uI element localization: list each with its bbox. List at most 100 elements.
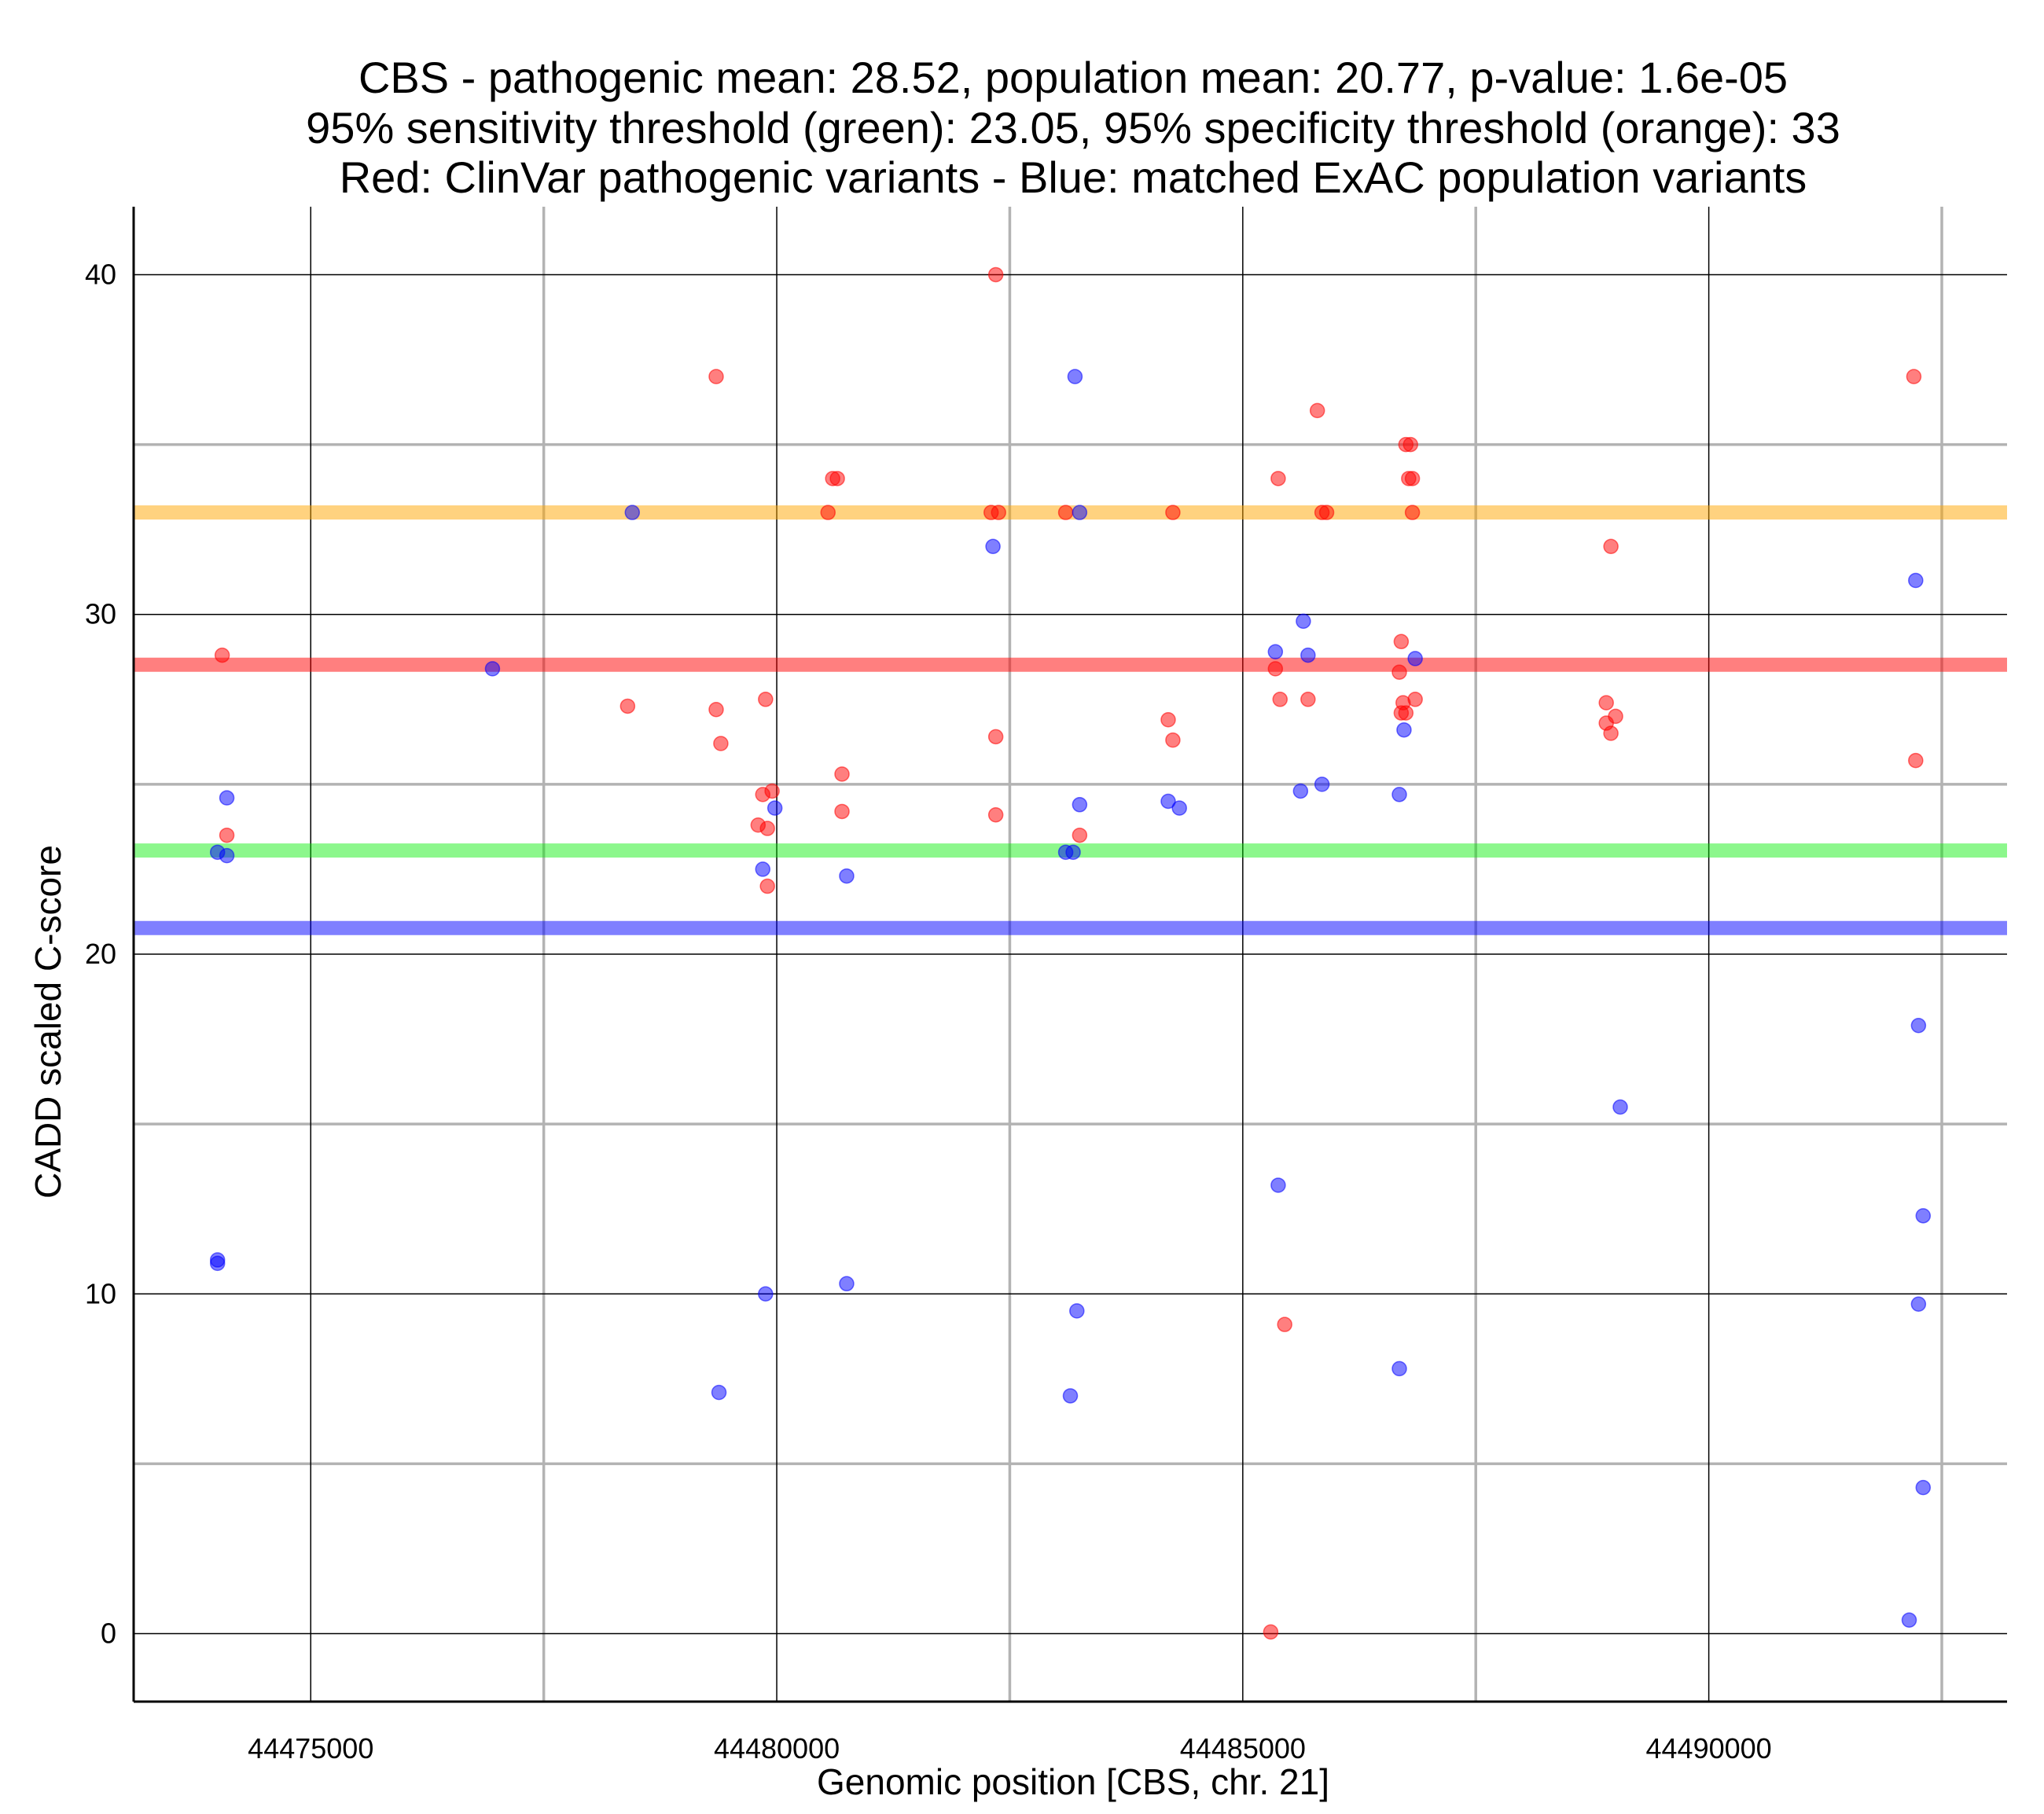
pathogenic-point bbox=[1398, 705, 1414, 721]
population-point bbox=[1915, 1479, 1932, 1496]
pathogenic-point bbox=[708, 369, 724, 384]
x-tick-label: 44480000 bbox=[714, 1732, 840, 1764]
population-point bbox=[1910, 1018, 1927, 1034]
population-point bbox=[1901, 1612, 1917, 1629]
pathogenic-point bbox=[1165, 505, 1181, 520]
pathogenic-point bbox=[1407, 692, 1423, 707]
title-line-2: 95% sensitivity threshold (green): 23.05… bbox=[306, 103, 1840, 152]
pathogenic-point bbox=[1267, 661, 1284, 677]
pathogenic-point bbox=[1908, 752, 1924, 769]
pathogenic-point bbox=[1402, 436, 1418, 453]
population-point bbox=[1407, 651, 1423, 666]
population-point bbox=[755, 861, 771, 877]
pathogenic-point bbox=[1072, 827, 1088, 843]
pathogenic-point bbox=[1603, 725, 1619, 741]
pathogenic-point bbox=[759, 821, 775, 836]
y-tick-label: 20 bbox=[85, 938, 116, 970]
title-line-3: Red: ClinVar pathogenic variants - Blue:… bbox=[340, 152, 1807, 202]
x-tick-label: 44485000 bbox=[1180, 1732, 1306, 1764]
pathogenic-point bbox=[758, 692, 774, 707]
pathogenic-point bbox=[1404, 505, 1421, 520]
pathogenic-point bbox=[834, 803, 850, 820]
population-point bbox=[219, 847, 235, 864]
population-point bbox=[985, 538, 1001, 555]
pathogenic-point bbox=[1404, 471, 1421, 487]
pathogenic-point bbox=[1272, 692, 1289, 707]
population-point bbox=[1062, 1388, 1079, 1404]
reference-lines bbox=[134, 505, 2007, 935]
population-point bbox=[484, 661, 501, 677]
pathogenic-point bbox=[1057, 505, 1074, 520]
population-point bbox=[1267, 644, 1284, 660]
population-point bbox=[209, 1255, 226, 1272]
population-point bbox=[1396, 722, 1412, 738]
population-point bbox=[1072, 505, 1088, 520]
chart-title: CBS - pathogenic mean: 28.52, population… bbox=[306, 53, 1840, 202]
pathogenic-point bbox=[1608, 708, 1623, 725]
population-point bbox=[1300, 647, 1316, 663]
population-point bbox=[1915, 1208, 1932, 1224]
population-point bbox=[758, 1286, 774, 1302]
y-tick-label: 10 bbox=[85, 1277, 116, 1309]
population-point bbox=[1910, 1296, 1927, 1312]
pathogenic-point bbox=[1906, 369, 1922, 384]
pathogenic-point bbox=[1391, 664, 1407, 680]
pathogenic-point bbox=[987, 807, 1004, 823]
population-point bbox=[1160, 793, 1176, 810]
y-tick-label: 30 bbox=[85, 598, 116, 630]
pathogenic-point bbox=[1309, 402, 1325, 419]
x-tick-label: 44490000 bbox=[1646, 1732, 1772, 1764]
population-point bbox=[1065, 844, 1081, 861]
population-point bbox=[1612, 1099, 1628, 1115]
pathogenic-point bbox=[987, 266, 1004, 283]
population-point bbox=[1270, 1177, 1286, 1193]
population-point bbox=[1069, 1303, 1085, 1319]
population-point bbox=[1292, 783, 1309, 799]
pathogenic-point bbox=[759, 878, 775, 894]
axes bbox=[132, 207, 2007, 1703]
pathogenic-point bbox=[1603, 538, 1619, 555]
data-points bbox=[209, 266, 1932, 1640]
population-point bbox=[766, 800, 783, 816]
pathogenic-point bbox=[987, 729, 1004, 745]
pathogenic-point bbox=[214, 647, 230, 663]
pathogenic-point bbox=[991, 505, 1006, 520]
population-point bbox=[1391, 1360, 1407, 1377]
pathogenic-point bbox=[219, 827, 235, 843]
pathogenic-point bbox=[829, 471, 845, 487]
population-point bbox=[839, 1276, 855, 1292]
population-point bbox=[711, 1384, 727, 1401]
pathogenic-point bbox=[1318, 505, 1335, 520]
pathogenic-point bbox=[1300, 692, 1316, 707]
pathogenic-point bbox=[1263, 1624, 1279, 1640]
population-point bbox=[839, 868, 855, 884]
x-tick-label: 44475000 bbox=[248, 1732, 373, 1764]
grid bbox=[134, 207, 2007, 1702]
pathogenic-point bbox=[708, 702, 724, 718]
population-point bbox=[1067, 369, 1083, 384]
y-tick-label: 40 bbox=[85, 258, 116, 290]
pathogenic-point bbox=[1277, 1316, 1292, 1332]
pathogenic-point bbox=[1270, 471, 1286, 487]
pathogenic-point bbox=[713, 736, 729, 751]
pathogenic-point bbox=[1165, 732, 1181, 748]
y-axis-label: CADD scaled C-score bbox=[28, 845, 68, 1199]
x-axis-label: Genomic position [CBS, chr. 21] bbox=[817, 1761, 1329, 1802]
population-point bbox=[624, 505, 641, 520]
pathogenic-point bbox=[820, 505, 836, 520]
pathogenic-point bbox=[1160, 711, 1176, 728]
tick-labels: 0 10 20 30 40 44475000 44480000 44485000 4449000… bbox=[85, 258, 1772, 1764]
population-point bbox=[1314, 777, 1330, 792]
population-point bbox=[1072, 797, 1088, 813]
title-line-1: CBS - pathogenic mean: 28.52, population… bbox=[358, 53, 1788, 102]
pathogenic-point bbox=[764, 783, 780, 799]
population-point bbox=[219, 790, 235, 806]
pathogenic-point bbox=[1598, 695, 1614, 711]
pathogenic-point bbox=[1393, 633, 1410, 650]
population-point bbox=[1296, 613, 1311, 630]
population-point bbox=[1171, 800, 1187, 816]
population-point bbox=[1908, 572, 1924, 589]
y-tick-label: 0 bbox=[101, 1618, 116, 1650]
pathogenic-point bbox=[834, 766, 850, 782]
